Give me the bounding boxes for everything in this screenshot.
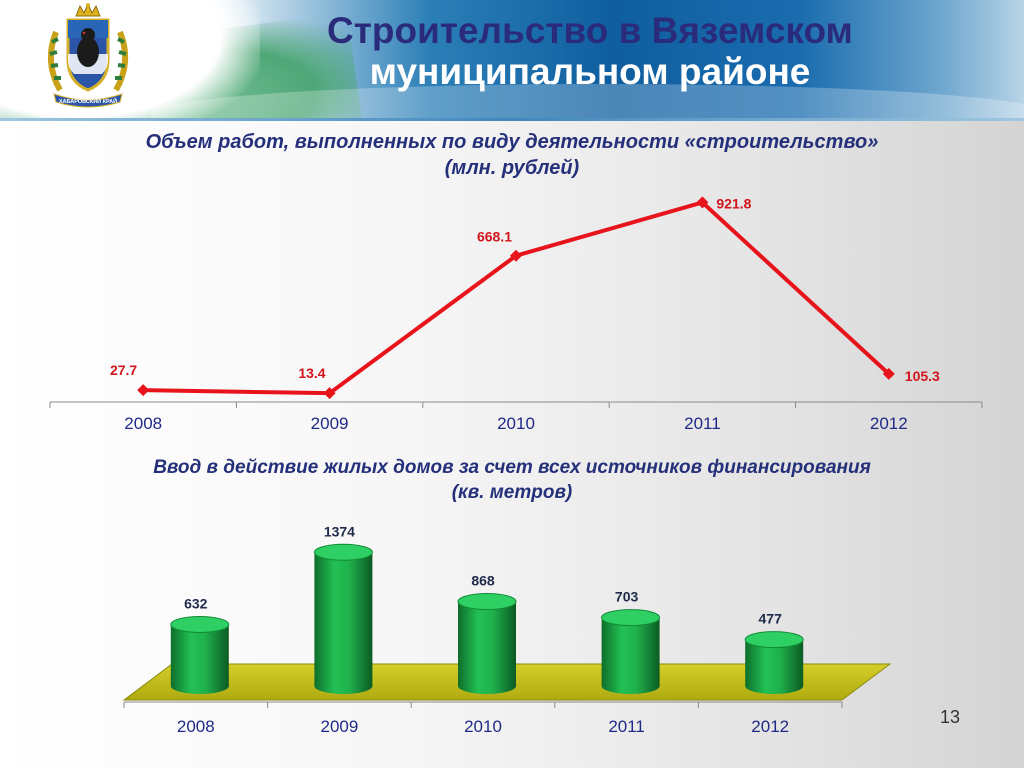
header-divider <box>0 118 1024 121</box>
line-chart-data-label: 27.7 <box>110 362 137 378</box>
bar-chart-bar <box>601 609 661 694</box>
line-chart-x-tick-label: 2011 <box>684 414 721 433</box>
bar-chart-data-label: 1374 <box>324 523 355 539</box>
bar-chart-bar <box>744 631 804 694</box>
bar-chart-x-tick-label: 2012 <box>751 717 789 736</box>
line-chart-x-tick-label: 2010 <box>497 414 535 433</box>
line-chart-data-point <box>696 196 709 209</box>
bar-chart-x-tick-label: 2010 <box>464 717 502 736</box>
line-chart-title-line2: (млн. рублей) <box>444 157 580 179</box>
line-chart-data-label: 13.4 <box>298 365 325 381</box>
line-chart-data-label: 668.1 <box>477 229 512 245</box>
bar-chart-x-tick-label: 2009 <box>320 717 358 736</box>
coat-of-arms-icon: ХАБАРОВСКИЙ КРАЙ <box>47 2 129 108</box>
page-title-line2: муниципальном районе <box>369 51 811 93</box>
bar-chart-data-label: 632 <box>184 595 208 611</box>
line-chart-x-tick-label: 2009 <box>311 414 349 433</box>
page-number: 13 <box>939 707 960 727</box>
line-chart-data-point <box>137 384 150 397</box>
line-chart-data-point <box>510 249 522 262</box>
line-chart-x-tick-label: 2012 <box>870 414 908 433</box>
page-title-line1: Строительство в Вяземском <box>327 10 853 51</box>
bar-chart-bar <box>313 543 373 694</box>
bar-chart-data-label: 703 <box>615 589 639 605</box>
bar-chart-x-tick-label: 2008 <box>177 717 215 736</box>
line-chart-data-label: 921.8 <box>716 195 751 211</box>
bar-chart-data-label: 477 <box>759 611 783 627</box>
bar-chart-bar <box>457 593 517 694</box>
page-title: Строительство в Вяземском муниципальном … <box>250 10 930 93</box>
line-chart-data-point <box>323 387 336 400</box>
line-chart-data-label: 105.3 <box>905 368 940 384</box>
line-chart-x-tick-label: 2008 <box>124 414 162 433</box>
line-chart-data-point <box>882 367 895 380</box>
bar-chart-title: Ввод в действие жилых домов за счет всех… <box>20 456 1004 505</box>
bar-chart-bar <box>170 615 230 694</box>
line-chart-title-line1: Объем работ, выполненных по виду деятель… <box>145 131 879 153</box>
bar-chart-x-tick-label: 2011 <box>608 717 645 736</box>
slide-header <box>0 0 1024 118</box>
bar-chart-title-line1: Ввод в действие жилых домов за счет всех… <box>153 457 871 478</box>
emblem-ribbon-text: ХАБАРОВСКИЙ КРАЙ <box>59 97 117 105</box>
bar-chart-data-label: 868 <box>471 573 495 589</box>
line-chart-title: Объем работ, выполненных по виду деятель… <box>20 129 1004 181</box>
bar-chart-title-line2: (кв. метров) <box>451 481 573 503</box>
